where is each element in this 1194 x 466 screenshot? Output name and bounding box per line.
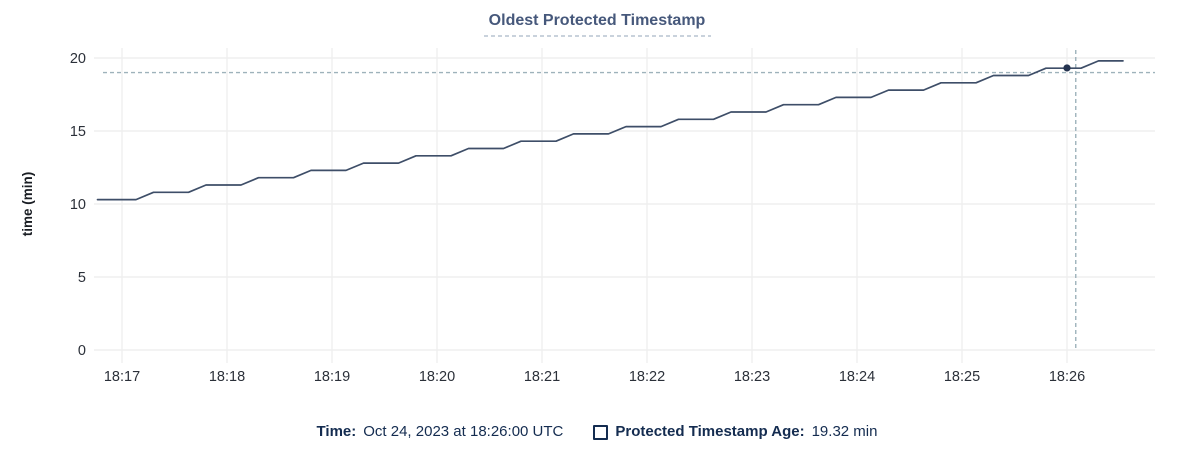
x-tick-label: 18:19 (314, 369, 350, 385)
x-tick-label: 18:20 (419, 369, 455, 385)
legend-series-value: 19.32 min (811, 423, 878, 440)
x-tick-label: 18:25 (944, 369, 980, 385)
legend-time-label: Time: (316, 423, 357, 440)
legend-series-toggle[interactable]: Protected Timestamp Age: 19.32 min (593, 422, 877, 442)
chart-title[interactable]: Oldest Protected Timestamp (489, 12, 706, 29)
legend-time-value: Oct 24, 2023 at 18:26:00 UTC (363, 423, 564, 440)
series-line (96, 60, 1124, 201)
y-tick-label: 5 (78, 270, 86, 286)
x-tick-label: 18:17 (104, 369, 140, 385)
x-tick-label: 18:24 (839, 369, 875, 385)
legend-series-label: Protected Timestamp Age: (615, 423, 805, 440)
axis-layer: 0 5 10 15 20 18:17 18:18 18:19 18:20 18:21 18:22 18… (70, 51, 1085, 385)
chart-legend: Time: Oct 24, 2023 at 18:26:00 UTC Prote… (0, 422, 1194, 442)
y-tick-label: 15 (70, 124, 86, 140)
crosshair-layer (103, 50, 1155, 350)
x-tick-label: 18:21 (524, 369, 560, 385)
series-checkbox-icon[interactable] (593, 424, 609, 440)
y-tick-label: 10 (70, 197, 86, 213)
x-tick-label: 18:18 (209, 369, 245, 385)
x-tick-label: 18:22 (629, 369, 665, 385)
y-axis-label: time (min) (20, 172, 35, 237)
x-tick-label: 18:23 (734, 369, 770, 385)
series-layer (96, 60, 1124, 201)
y-tick-label: 20 (70, 51, 86, 67)
grid-layer (94, 48, 1155, 363)
y-tick-label: 0 (78, 343, 86, 359)
x-tick-label: 18:26 (1049, 369, 1085, 385)
hover-point-dot (1063, 64, 1071, 72)
